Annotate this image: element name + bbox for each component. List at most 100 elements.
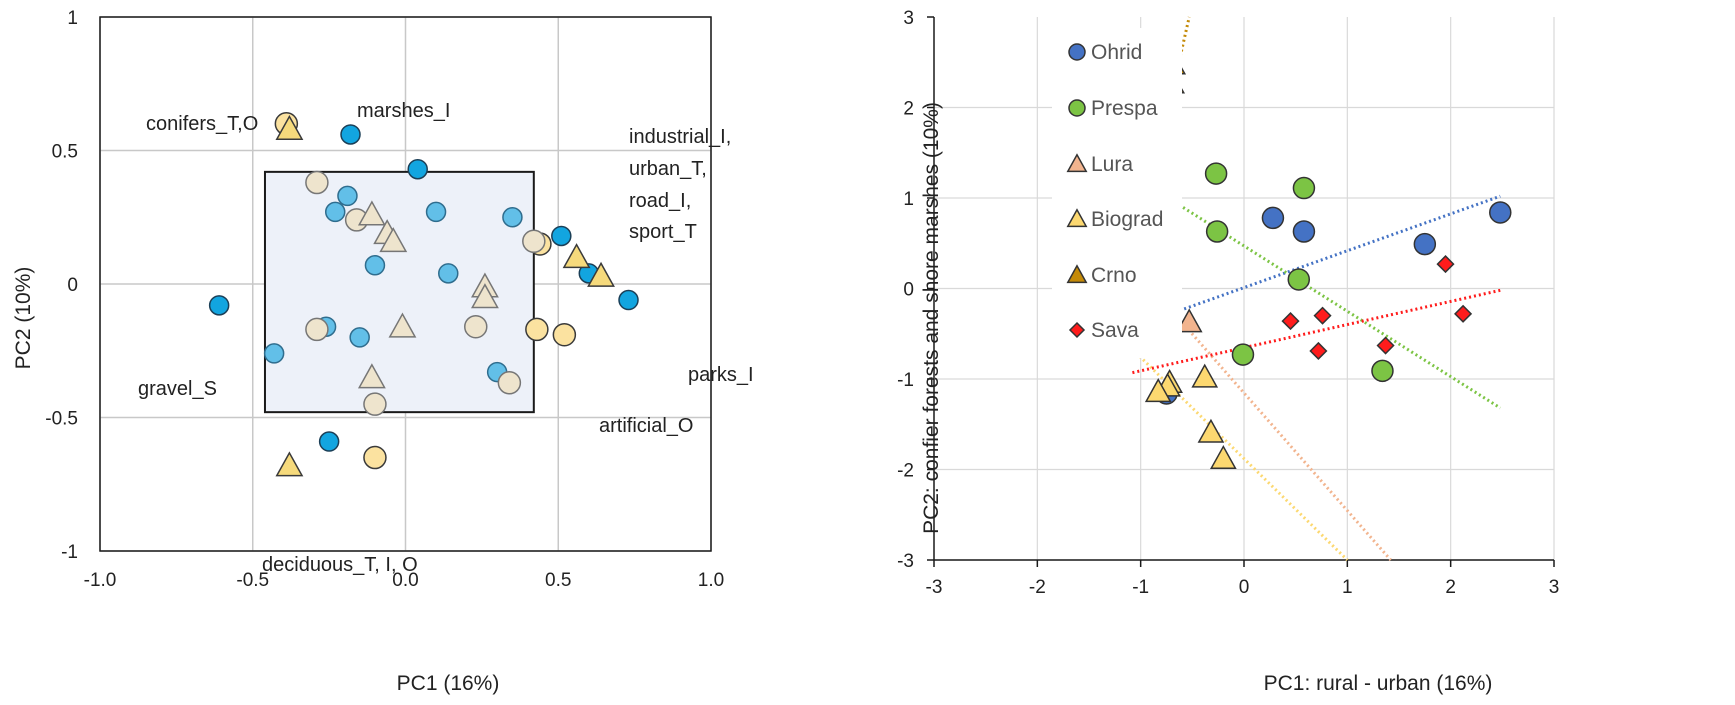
point-sava xyxy=(1281,312,1300,331)
pca-scores-chart: -3 -2 -1 0 1 2 3 -3 -2 -1 0 1 2 3 Ohrid Prespa Lura B… xyxy=(897,8,1559,695)
site-triangle-point xyxy=(379,227,408,253)
legend-label-lura: Lura xyxy=(1091,153,1133,176)
site-circle-point xyxy=(363,392,387,416)
y-axis-title: PC2: confier forests and shore marshes (… xyxy=(920,102,943,534)
x-axis-title: PC1: rural - urban (16%) xyxy=(1264,672,1493,695)
legend-item-prespa: Prespa xyxy=(1068,97,1158,120)
point-prespa xyxy=(1205,220,1229,243)
legend-symbol-crno xyxy=(1066,264,1088,284)
x-tick-label: -1.0 xyxy=(84,570,117,591)
site-triangle-point xyxy=(388,312,417,338)
legend-symbol-lura xyxy=(1066,153,1088,173)
variable-point xyxy=(263,343,285,364)
site-circle-point xyxy=(305,170,329,195)
point-prespa xyxy=(1292,176,1316,200)
legend-item-crno: Crno xyxy=(1066,264,1137,287)
x-tick-label: 1 xyxy=(1342,577,1353,598)
x-tick-label: 0.5 xyxy=(545,570,571,591)
y-tick-label: 3 xyxy=(903,8,914,29)
site-circle-point xyxy=(305,317,329,342)
point-ohrid xyxy=(1489,201,1512,224)
y-axis-title: PC2 (10%) xyxy=(12,267,35,370)
site-triangle-point xyxy=(275,451,304,477)
point-sava xyxy=(1376,336,1395,355)
legend-marker-biograd xyxy=(1066,208,1088,228)
legend-marker-lura xyxy=(1066,153,1088,173)
variable-point xyxy=(438,263,459,284)
point-lura xyxy=(1175,308,1203,333)
annotation-marshes: marshes_I xyxy=(357,100,450,122)
legend-item-lura: Lura xyxy=(1066,153,1133,176)
x-tick-label: -1 xyxy=(1132,577,1149,598)
legend-label-prespa: Prespa xyxy=(1091,97,1158,120)
variable-point xyxy=(324,201,346,223)
y-tick-label: 1 xyxy=(903,189,914,210)
data-points xyxy=(208,112,639,477)
legend-label-ohrid: Ohrid xyxy=(1091,41,1142,64)
annotation-conifers: conifers_T,O xyxy=(146,113,258,135)
point-biograd xyxy=(1144,378,1172,403)
grid xyxy=(934,17,1555,561)
variable-point xyxy=(618,289,639,311)
annotation-artificial: artificial_O xyxy=(599,415,693,437)
point-ohrid xyxy=(1261,206,1285,230)
site-triangle-point xyxy=(275,114,304,141)
legend: Ohrid Prespa Lura Biograd Crno Sava xyxy=(1052,28,1182,358)
site-circle-point xyxy=(552,322,577,347)
legend-symbol-ohrid xyxy=(1068,43,1086,61)
point-sava xyxy=(1309,341,1328,361)
legend-marker-sava xyxy=(1068,321,1086,339)
annotation-road: road_I, xyxy=(629,190,691,212)
annotation-sport: sport_T xyxy=(629,221,697,243)
point-prespa xyxy=(1231,343,1255,366)
variable-point xyxy=(208,295,230,316)
y-tick-label: -0.5 xyxy=(45,409,78,430)
legend-item-ohrid: Ohrid xyxy=(1068,41,1142,64)
site-circle-point xyxy=(497,371,522,395)
point-biograd xyxy=(1209,445,1237,470)
y-tick-label: 0 xyxy=(903,280,914,301)
x-tick-label: -3 xyxy=(926,577,943,598)
point-prespa xyxy=(1204,162,1228,185)
variable-point xyxy=(318,431,340,452)
trend-line-prespa xyxy=(1131,174,1502,410)
site-triangle-point xyxy=(471,283,499,309)
tick-labels: -1.0 -0.5 0.0 0.5 1.0 -1 -0.5 0 0.5 1 xyxy=(45,8,724,591)
x-tick-label: 0 xyxy=(1239,577,1250,598)
point-sava xyxy=(1436,255,1455,274)
site-circle-point xyxy=(525,317,549,342)
x-tick-label: 2 xyxy=(1445,577,1456,598)
variable-point xyxy=(425,201,447,223)
x-tick-label: -2 xyxy=(1029,577,1046,598)
annotation-industrial: industrial_I, xyxy=(629,126,731,148)
variable-point xyxy=(364,255,386,276)
point-sava xyxy=(1313,306,1332,325)
y-tick-label: 1 xyxy=(67,8,78,29)
variable-point xyxy=(502,207,523,228)
site-triangle-point xyxy=(357,363,386,389)
legend-label-crno: Crno xyxy=(1091,264,1137,287)
x-tick-label: 1.0 xyxy=(698,570,724,591)
site-triangle-point xyxy=(562,243,591,269)
legend-item-sava: Sava xyxy=(1068,319,1139,342)
legend-marker-ohrid xyxy=(1068,43,1086,61)
x-tick-label: 3 xyxy=(1549,577,1560,598)
y-tick-label: 2 xyxy=(903,99,914,120)
variable-point xyxy=(551,225,572,247)
point-prespa xyxy=(1287,268,1311,291)
axes xyxy=(927,16,1555,567)
plot-frame xyxy=(99,16,712,552)
annotation-parks: parks_I xyxy=(688,364,754,386)
site-circle-point xyxy=(363,445,387,470)
point-biograd xyxy=(1191,363,1219,388)
point-biograd xyxy=(1197,418,1225,443)
point-ohrid xyxy=(1413,232,1437,256)
x-tick-label: -0.5 xyxy=(236,570,269,591)
site-circle-point xyxy=(522,229,546,254)
variable-point xyxy=(340,124,361,145)
legend-marker-prespa xyxy=(1068,99,1086,117)
legend-symbol-biograd xyxy=(1066,208,1088,228)
site-triangle-point xyxy=(587,261,615,287)
